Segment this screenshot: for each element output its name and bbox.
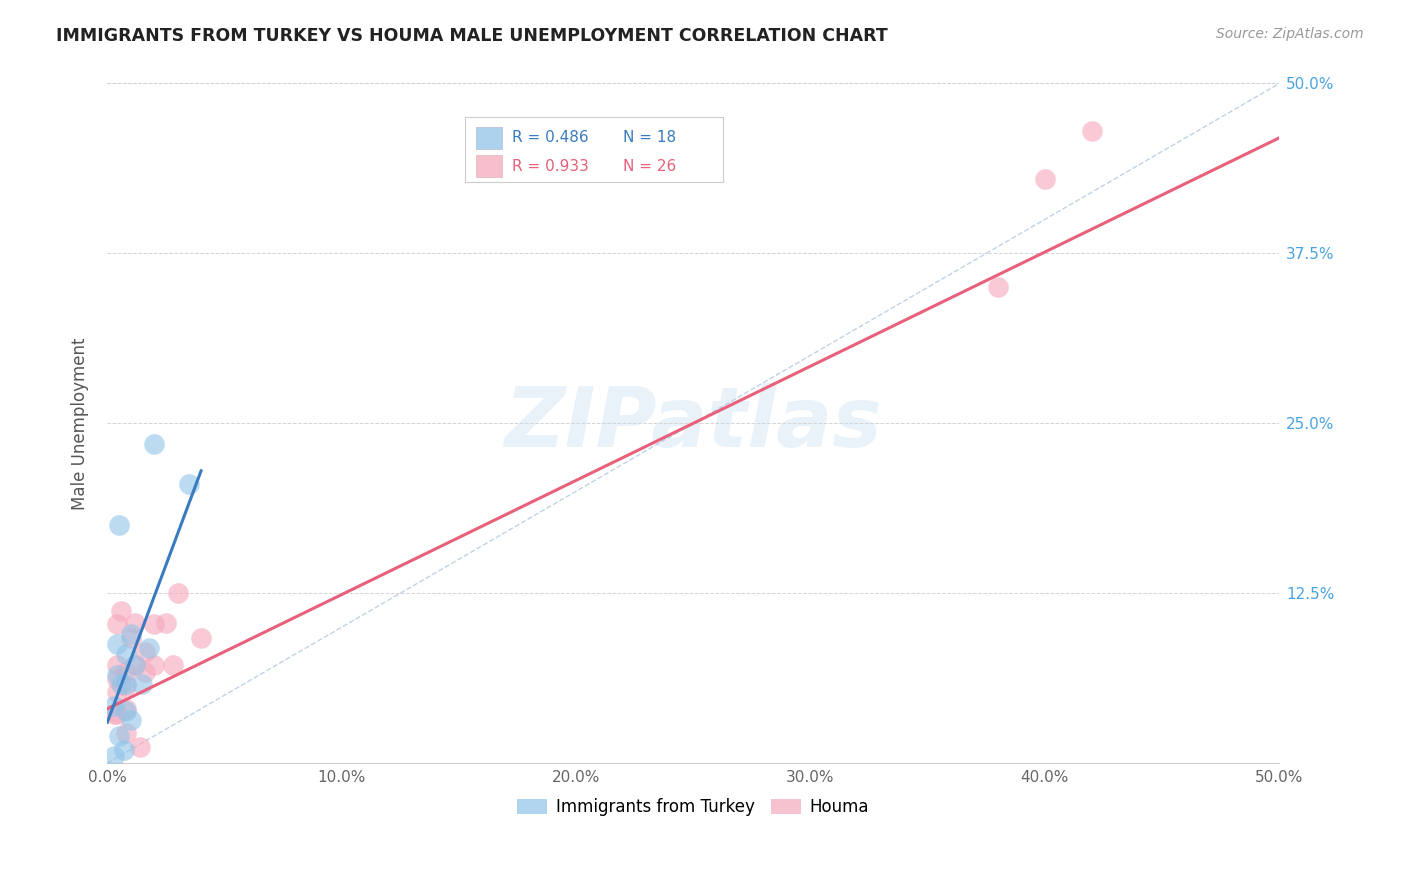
Point bbox=[143, 658, 166, 673]
Point bbox=[115, 705, 138, 719]
Point bbox=[190, 631, 212, 645]
Point bbox=[103, 699, 125, 714]
Point bbox=[124, 658, 146, 673]
Point bbox=[115, 648, 138, 662]
Text: IMMIGRANTS FROM TURKEY VS HOUMA MALE UNEMPLOYMENT CORRELATION CHART: IMMIGRANTS FROM TURKEY VS HOUMA MALE UNE… bbox=[56, 27, 889, 45]
Point bbox=[143, 617, 166, 632]
Point bbox=[166, 586, 188, 600]
Point bbox=[103, 707, 125, 722]
Point bbox=[110, 604, 132, 618]
Point bbox=[115, 702, 138, 716]
Point bbox=[987, 280, 1010, 294]
Point bbox=[120, 713, 142, 727]
Text: N = 26: N = 26 bbox=[623, 159, 676, 174]
Point bbox=[1081, 124, 1104, 138]
Text: R = 0.486: R = 0.486 bbox=[512, 130, 588, 145]
Point bbox=[112, 742, 135, 756]
Text: ZIPatlas: ZIPatlas bbox=[505, 383, 882, 464]
Point bbox=[115, 679, 138, 693]
Point bbox=[124, 658, 146, 673]
Point bbox=[155, 616, 177, 631]
Point bbox=[105, 672, 128, 686]
Point bbox=[162, 658, 184, 673]
Point bbox=[105, 658, 128, 673]
Point bbox=[108, 518, 131, 533]
FancyBboxPatch shape bbox=[465, 118, 723, 182]
Point bbox=[143, 436, 166, 450]
Point bbox=[179, 477, 201, 491]
Point bbox=[129, 739, 152, 754]
Point bbox=[105, 685, 128, 699]
Point bbox=[105, 707, 128, 722]
Point bbox=[105, 636, 128, 650]
Point bbox=[134, 645, 156, 659]
Point bbox=[115, 726, 138, 740]
Text: R = 0.933: R = 0.933 bbox=[512, 159, 589, 174]
Text: Source: ZipAtlas.com: Source: ZipAtlas.com bbox=[1216, 27, 1364, 41]
Point bbox=[115, 677, 138, 691]
Point bbox=[134, 665, 156, 679]
FancyBboxPatch shape bbox=[477, 127, 502, 149]
Text: N = 18: N = 18 bbox=[623, 130, 676, 145]
Legend: Immigrants from Turkey, Houma: Immigrants from Turkey, Houma bbox=[510, 791, 876, 822]
Point bbox=[115, 665, 138, 679]
Point bbox=[105, 667, 128, 681]
Point bbox=[120, 627, 142, 641]
Point bbox=[103, 749, 125, 764]
Point bbox=[124, 616, 146, 631]
Point bbox=[1033, 171, 1056, 186]
Point bbox=[131, 677, 153, 691]
FancyBboxPatch shape bbox=[477, 155, 502, 178]
Y-axis label: Male Unemployment: Male Unemployment bbox=[72, 337, 89, 509]
Point bbox=[105, 617, 128, 632]
Point bbox=[108, 729, 131, 743]
Point bbox=[138, 640, 160, 655]
Point bbox=[110, 677, 132, 691]
Point bbox=[120, 631, 142, 645]
